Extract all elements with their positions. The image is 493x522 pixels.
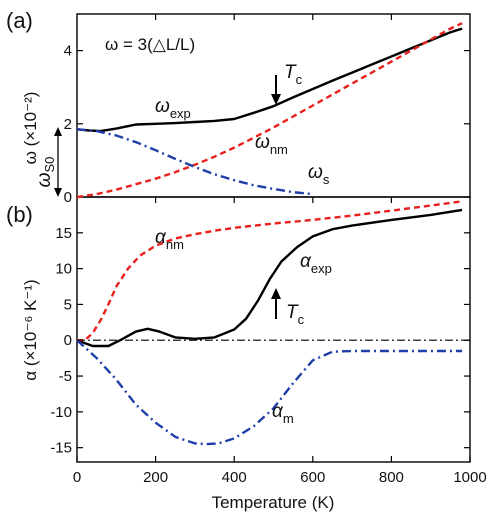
omega-s-label: ωs: [308, 162, 330, 187]
y-tick-label: 0: [64, 332, 72, 349]
tc-arrow-b: [271, 288, 281, 319]
panel-b-frame: [76, 196, 471, 463]
alpha-exp-label: αexp: [300, 251, 332, 276]
tc-label-a: Tc: [284, 62, 303, 87]
panel-a-letter: (a): [6, 8, 33, 33]
y-tick-label: 15: [55, 225, 72, 242]
panel-a-ylabel: ω (×10⁻²): [21, 92, 40, 165]
x-tick-label: 1000: [453, 469, 486, 486]
y-tick-label: 0: [64, 189, 72, 206]
x-tick-label: 600: [300, 469, 325, 486]
y-tick-label: -5: [59, 368, 72, 385]
panel-b-letter: (b): [6, 202, 33, 227]
omega-nm-label: ωnm: [255, 132, 288, 157]
omega-s0-arrow: [54, 127, 62, 197]
y-tick-label: 4: [64, 43, 72, 60]
y-tick-label: 2: [64, 116, 72, 133]
omega-s0-label: ωS0: [34, 157, 57, 188]
x-tick-label: 400: [222, 469, 247, 486]
x-tick-label: 200: [143, 469, 168, 486]
alpha-nm-label: αnm: [155, 227, 184, 252]
series-line-α-nm: [77, 200, 463, 342]
panel-a-formula: ω = 3(△L/L): [105, 35, 195, 54]
series-line-ω-s: [76, 128, 313, 196]
y-tick-label: 5: [64, 296, 72, 313]
y-tick-label: 10: [55, 261, 72, 278]
series-line-α-m: [76, 339, 463, 446]
omega-exp-label: ωexp: [155, 96, 191, 121]
y-tick-label: -15: [50, 440, 72, 457]
tc-arrow-a: [271, 75, 281, 105]
tc-label-b: Tc: [286, 302, 305, 327]
panel-b-series: [76, 200, 470, 446]
series-line-ω-exp: [76, 27, 463, 133]
panel-b-ticks: -15 -10 -5 0 5 10 15 0 200 400 600 800 1000: [50, 197, 487, 486]
x-tick-label: 0: [73, 469, 81, 486]
series-line-α-exp: [76, 208, 463, 348]
x-axis-title: Temperature (K): [212, 493, 335, 512]
x-tick-label: 800: [379, 469, 404, 486]
panel-a-series: [76, 22, 463, 199]
alpha-m-label: αm: [272, 401, 294, 426]
y-tick-label: -10: [50, 404, 72, 421]
panel-b-ylabel: α (×10⁻⁶ K⁻¹): [21, 279, 40, 380]
